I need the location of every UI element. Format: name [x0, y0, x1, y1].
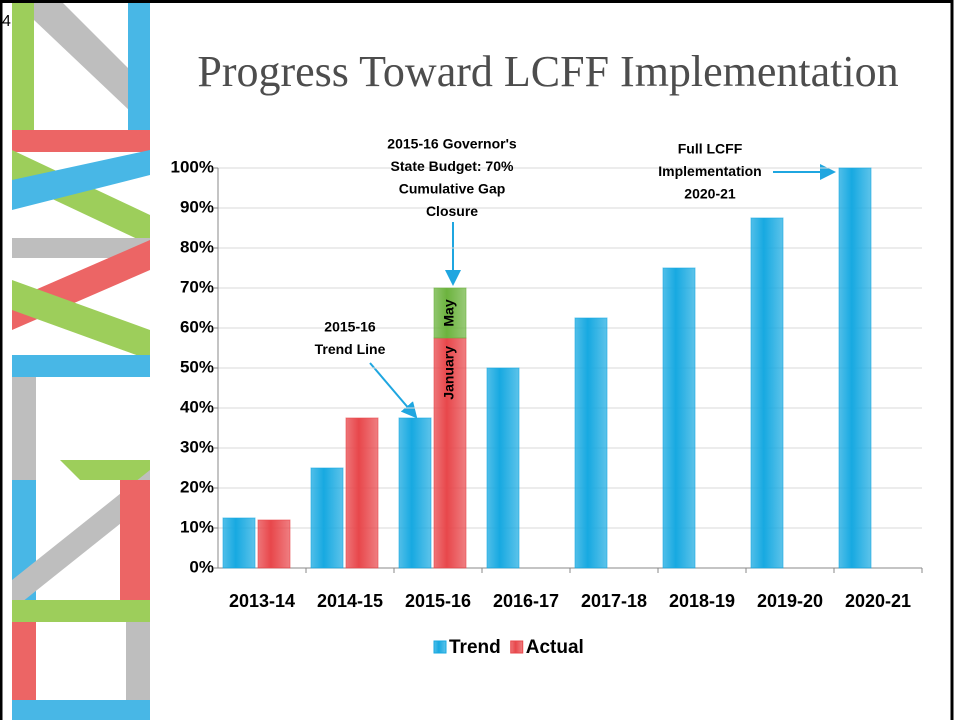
annotation: 2020-21 [684, 186, 736, 202]
legend-label: Trend [449, 637, 501, 658]
bar [257, 519, 291, 569]
decoration [12, 0, 150, 720]
y-tick-label: 10% [180, 517, 214, 536]
y-tick-label: 70% [180, 277, 214, 296]
bar [486, 367, 520, 569]
legend-swatch [433, 640, 447, 654]
bar [310, 467, 344, 569]
bar [398, 417, 432, 569]
bar-label: January [441, 346, 457, 400]
bar [574, 317, 608, 569]
bar [750, 217, 784, 569]
x-tick-label: 2018-19 [669, 591, 735, 611]
annotation: State Budget: 70% [391, 158, 514, 174]
legend-label: Actual [526, 637, 584, 658]
x-tick-label: 2016-17 [493, 591, 559, 611]
annotation: 2015-16 [324, 319, 376, 335]
annotation: Trend Line [315, 341, 386, 357]
chart-title: Progress Toward LCFF Implementation [197, 47, 898, 96]
page-number: 4 [2, 13, 11, 30]
y-tick-label: 90% [180, 197, 214, 216]
y-tick-label: 0% [189, 557, 214, 576]
y-tick-label: 30% [180, 437, 214, 456]
annotation: Implementation [658, 163, 761, 179]
bar [433, 287, 467, 339]
bar-label: May [441, 299, 457, 326]
y-tick-label: 40% [180, 397, 214, 416]
bar [345, 417, 379, 569]
x-tick-label: 2017-18 [581, 591, 647, 611]
x-tick-label: 2019-20 [757, 591, 823, 611]
annotation: Cumulative Gap [399, 181, 506, 197]
x-tick-label: 2013-14 [229, 591, 295, 611]
annotation: 2015-16 Governor's [387, 136, 517, 152]
y-tick-label: 80% [180, 237, 214, 256]
y-tick-label: 100% [171, 157, 214, 176]
x-tick-label: 2020-21 [845, 591, 911, 611]
y-tick-label: 20% [180, 477, 214, 496]
bar [433, 337, 467, 569]
x-tick-label: 2014-15 [317, 591, 383, 611]
annotation: Full LCFF [678, 141, 743, 157]
y-tick-label: 50% [180, 357, 214, 376]
bar [838, 167, 872, 569]
bar [662, 267, 696, 569]
bar [222, 517, 256, 569]
legend-swatch [510, 640, 524, 654]
annotation: Closure [426, 203, 478, 219]
x-tick-label: 2015-16 [405, 591, 471, 611]
y-tick-label: 60% [180, 317, 214, 336]
